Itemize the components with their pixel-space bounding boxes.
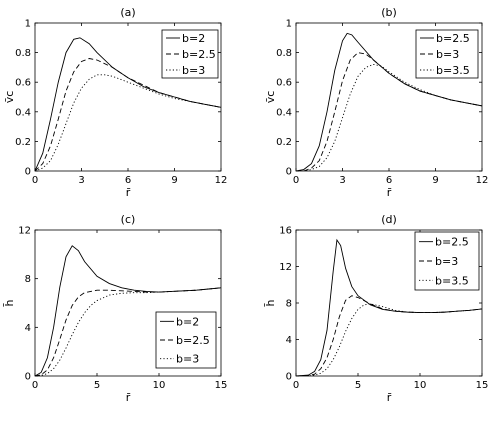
y-tick-label: 0.6 (15, 78, 31, 89)
legend-label: b=2 (182, 32, 205, 45)
x-tick-label: 0 (32, 380, 38, 391)
x-tick-label: 5 (94, 380, 100, 391)
y-tick-label: 1 (286, 19, 292, 30)
x-tick-label: 0 (293, 380, 299, 391)
x-axis-label: r̄ (126, 186, 131, 199)
x-tick-label: 6 (386, 175, 392, 186)
y-tick-label: 0 (286, 372, 292, 383)
y-tick-label: 0 (286, 167, 292, 178)
x-tick-label: 12 (476, 175, 489, 186)
x-tick-label: 5 (355, 380, 361, 391)
y-tick-label: 0.6 (276, 78, 292, 89)
series-line (35, 287, 221, 376)
legend: b=2.5 b=3 b=3.5 (414, 231, 480, 291)
chart-panel: 0 5 10 15 0 4 8 12 (c) r̄ h̄ b=2 b=2.5 b=3 (3, 213, 227, 404)
y-tick-label: 12 (279, 262, 292, 273)
series-line (35, 74, 221, 171)
series-line (35, 58, 221, 171)
legend: b=2 b=2.5 b=3 (155, 311, 217, 369)
panel-title: (b) (381, 6, 397, 19)
legend-label: b=2.5 (435, 236, 469, 249)
x-tick-label: 12 (215, 175, 228, 186)
x-tick-label: 10 (153, 380, 166, 391)
legend-label: b=2.5 (436, 32, 470, 45)
panel-title: (d) (381, 213, 397, 226)
x-tick-label: 15 (215, 380, 228, 391)
y-tick-label: 8 (286, 299, 292, 310)
y-axis-label: h̄ (3, 299, 16, 307)
series-line (296, 295, 482, 376)
x-axis-label: r̄ (387, 391, 392, 404)
legend-label: b=3 (436, 48, 459, 61)
x-tick-label: 3 (339, 175, 345, 186)
y-tick-label: 0 (25, 372, 31, 383)
series-line (35, 287, 221, 376)
legend-label: b=3 (182, 64, 205, 77)
y-tick-label: 8 (25, 274, 31, 285)
y-tick-label: 16 (279, 226, 292, 237)
series-line (296, 238, 482, 376)
series-line (296, 63, 482, 171)
y-tick-label: 12 (18, 226, 31, 237)
y-tick-label: 0.4 (276, 107, 292, 118)
x-tick-label: 15 (476, 380, 489, 391)
series-line (296, 52, 482, 171)
x-tick-label: 9 (432, 175, 438, 186)
y-axis-label: h̄ (264, 299, 277, 307)
legend-label: b=2.5 (176, 334, 210, 347)
chart-panel: 0 3 6 9 12 0 0.2 0.4 0.6 0.8 1 (a) r̄ v̄c b=2 b=2.5 b=3 (3, 6, 227, 199)
y-tick-label: 1 (25, 19, 31, 30)
legend-label: b=3.5 (435, 274, 469, 287)
y-tick-label: 0.2 (276, 137, 292, 148)
y-tick-label: 0.8 (15, 48, 31, 59)
chart-panel: 0 3 6 9 12 0 0.2 0.4 0.6 0.8 1 (b) r̄ v̄c b=2.5 b=3 b=3.… (264, 6, 488, 199)
legend-label: b=3.5 (436, 64, 470, 77)
y-tick-label: 4 (25, 323, 31, 334)
series-line (296, 303, 482, 376)
x-axis-label: r̄ (126, 391, 131, 404)
chart-panel: 0 5 10 15 0 4 8 12 16 (d) r̄ h̄ b=2.5 b=3 b=3.5 (264, 213, 488, 404)
panel-title: (c) (121, 213, 136, 226)
x-tick-label: 0 (32, 175, 38, 186)
series-line (35, 245, 221, 376)
legend-label: b=2.5 (182, 48, 216, 61)
legend: b=2.5 b=3 b=3.5 (415, 29, 479, 79)
x-tick-label: 10 (414, 380, 427, 391)
y-tick-label: 0.8 (276, 48, 292, 59)
axes-frame (34, 229, 222, 377)
legend: b=2 b=2.5 b=3 (161, 29, 219, 79)
y-tick-label: 0.4 (15, 107, 31, 118)
panel-title: (a) (120, 6, 135, 19)
x-axis-label: r̄ (387, 186, 392, 199)
x-tick-label: 9 (171, 175, 177, 186)
legend-label: b=3 (435, 255, 458, 268)
legend-label: b=2 (176, 315, 199, 328)
x-tick-label: 0 (293, 175, 299, 186)
y-axis-label: v̄c (3, 91, 16, 104)
y-tick-label: 0.2 (15, 137, 31, 148)
y-tick-label: 0 (25, 167, 31, 178)
legend-label: b=3 (176, 353, 199, 366)
x-tick-label: 6 (125, 175, 131, 186)
x-tick-label: 3 (78, 175, 84, 186)
y-axis-label: v̄c (264, 91, 277, 104)
y-tick-label: 4 (286, 335, 292, 346)
